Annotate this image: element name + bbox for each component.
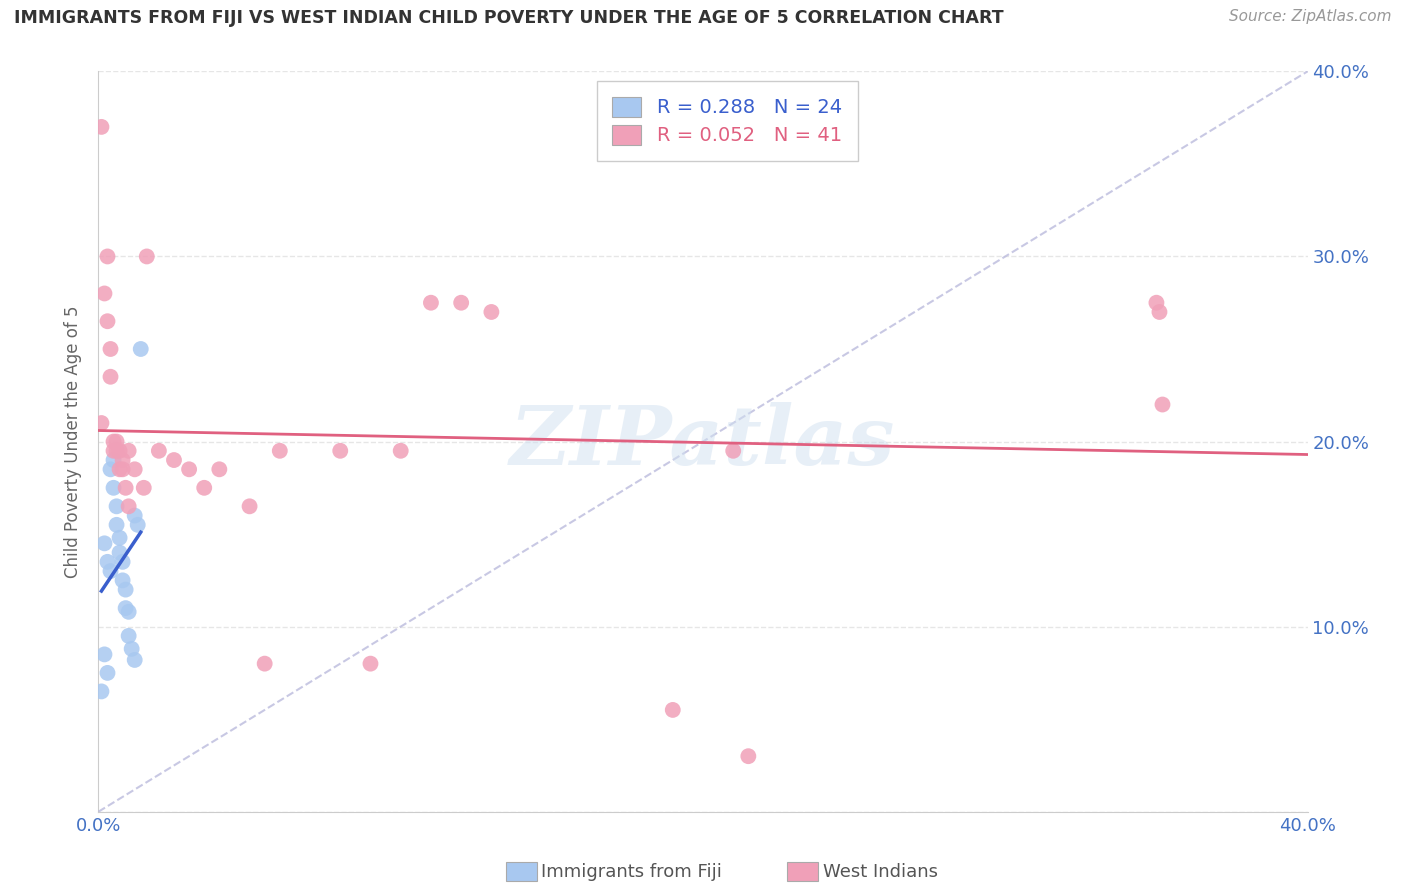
- Point: [105, 517, 128, 532]
- Point: [100, 369, 122, 384]
- Point: [124, 462, 146, 476]
- Point: [148, 443, 170, 458]
- Point: [118, 443, 141, 458]
- Point: [114, 481, 136, 495]
- Text: Source: ZipAtlas.com: Source: ZipAtlas.com: [1229, 9, 1392, 24]
- Point: [114, 601, 136, 615]
- Text: IMMIGRANTS FROM FIJI VS WEST INDIAN CHILD POVERTY UNDER THE AGE OF 5 CORRELATION: IMMIGRANTS FROM FIJI VS WEST INDIAN CHIL…: [14, 9, 1004, 27]
- Point: [93, 648, 115, 662]
- Point: [96, 555, 118, 569]
- Point: [661, 703, 683, 717]
- Point: [269, 443, 291, 458]
- Point: [100, 462, 122, 476]
- Point: [118, 629, 141, 643]
- Point: [90, 684, 112, 698]
- Point: [111, 574, 134, 588]
- Point: [239, 500, 262, 514]
- Point: [1149, 305, 1171, 319]
- Point: [114, 582, 136, 597]
- Point: [108, 443, 131, 458]
- Point: [389, 443, 412, 458]
- Point: [96, 250, 118, 264]
- Point: [100, 342, 122, 356]
- Point: [420, 295, 443, 310]
- Point: [127, 517, 149, 532]
- Point: [124, 508, 146, 523]
- Point: [121, 641, 143, 656]
- Text: ZIPatlas: ZIPatlas: [510, 401, 896, 482]
- Point: [96, 665, 118, 680]
- Point: [124, 653, 146, 667]
- Point: [132, 481, 155, 495]
- Point: [111, 555, 134, 569]
- Point: [1152, 398, 1174, 412]
- Point: [481, 305, 503, 319]
- Point: [450, 295, 472, 310]
- Y-axis label: Child Poverty Under the Age of 5: Child Poverty Under the Age of 5: [65, 305, 83, 578]
- Point: [737, 749, 759, 764]
- Point: [93, 536, 115, 550]
- Point: [179, 462, 201, 476]
- Point: [100, 564, 122, 578]
- Point: [90, 120, 112, 134]
- Point: [129, 342, 152, 356]
- Point: [108, 531, 131, 545]
- Point: [135, 250, 157, 264]
- Point: [360, 657, 382, 671]
- Point: [208, 462, 231, 476]
- Point: [118, 605, 141, 619]
- Legend: R = 0.288   N = 24, R = 0.052   N = 41: R = 0.288 N = 24, R = 0.052 N = 41: [596, 81, 858, 161]
- Point: [723, 443, 745, 458]
- Point: [103, 481, 125, 495]
- Point: [103, 453, 125, 467]
- Text: West Indians: West Indians: [823, 863, 938, 881]
- Point: [1144, 295, 1167, 310]
- Point: [105, 434, 128, 449]
- Point: [103, 443, 125, 458]
- Point: [111, 453, 134, 467]
- Point: [105, 443, 128, 458]
- Point: [93, 286, 115, 301]
- Text: Immigrants from Fiji: Immigrants from Fiji: [541, 863, 723, 881]
- Point: [163, 453, 186, 467]
- Point: [103, 434, 125, 449]
- Point: [90, 416, 112, 430]
- Point: [118, 500, 141, 514]
- Point: [193, 481, 215, 495]
- Point: [329, 443, 352, 458]
- Point: [105, 500, 128, 514]
- Point: [108, 462, 131, 476]
- Point: [253, 657, 276, 671]
- Point: [108, 545, 131, 560]
- Point: [111, 462, 134, 476]
- Point: [96, 314, 118, 328]
